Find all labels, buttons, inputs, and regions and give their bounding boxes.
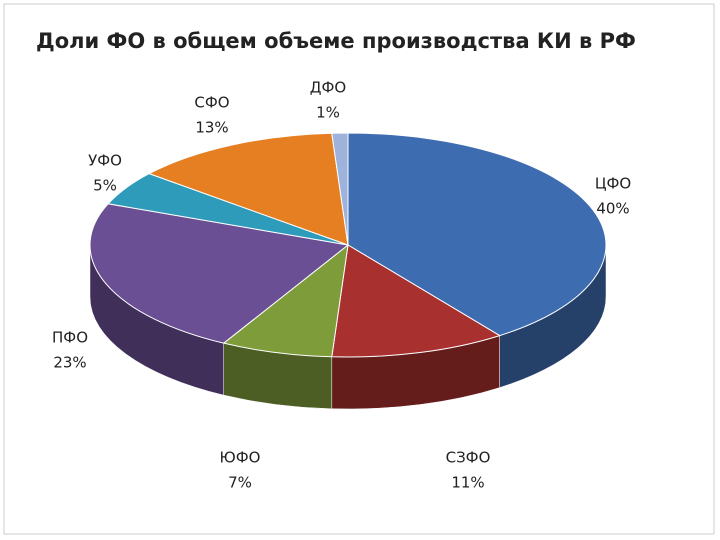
pie-slice: [147, 132, 349, 246]
value-label: 40%: [596, 200, 629, 218]
slice-label: УФО: [88, 152, 122, 170]
pie-slice: [331, 244, 501, 358]
slice-label: ЦФО: [595, 175, 631, 193]
pie-slice: [331, 132, 349, 246]
slice-label: ДФО: [310, 79, 346, 97]
slice-label: СФО: [194, 94, 229, 112]
value-label: 13%: [195, 119, 228, 137]
slice-label: СЗФО: [446, 449, 491, 467]
value-label: 5%: [93, 177, 117, 195]
value-label: 1%: [316, 104, 340, 122]
value-label: 7%: [228, 474, 252, 492]
pie-slice: [222, 243, 349, 358]
slice-label: ПФО: [52, 329, 88, 347]
value-label: 23%: [53, 354, 86, 372]
pie-slice: [347, 132, 607, 337]
pie-slice: [89, 203, 350, 344]
chart-title: Доли ФО в общем объеме производства КИ в…: [36, 29, 636, 53]
slice-label: ЮФО: [220, 449, 261, 467]
value-label: 11%: [451, 474, 484, 492]
